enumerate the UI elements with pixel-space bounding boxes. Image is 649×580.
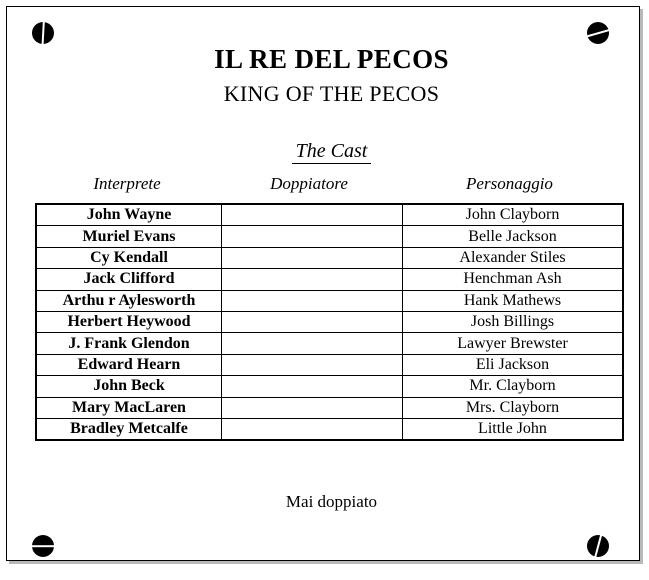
cell-actor: J. Frank Glendon [35, 332, 222, 355]
cast-section-heading-text: The Cast [291, 140, 372, 164]
screw-slot [594, 534, 602, 558]
cast-table-body: John Wayne John Clayborn Muriel Evans Belle… [35, 203, 624, 441]
cell-character: Lawyer Brewster [402, 332, 624, 355]
table-row: John Beck Mr. Clayborn [35, 375, 624, 398]
cell-voice [221, 310, 403, 334]
cell-character: Mr. Clayborn [402, 375, 624, 398]
cell-actor: Mary MacLaren [35, 396, 222, 419]
title-block: IL RE DEL PECOS KING OF THE PECOS [7, 44, 649, 106]
cell-voice [221, 268, 403, 291]
screw-icon-top-left [32, 21, 54, 45]
table-row: J. Frank Glendon Lawyer Brewster [35, 332, 624, 355]
table-row: Jack Clifford Henchman Ash [35, 268, 624, 291]
cell-character: Mrs. Clayborn [402, 396, 624, 419]
cell-actor: Arthu r Aylesworth [35, 289, 222, 312]
table-column-headers: Interprete Doppiatore Personaggio [35, 174, 620, 194]
cell-voice [221, 225, 403, 248]
cell-character: Alexander Stiles [402, 246, 624, 270]
table-row: Edward Hearn Eli Jackson [35, 353, 624, 377]
screw-slot [31, 545, 55, 547]
cell-voice [221, 417, 403, 441]
document-page: IL RE DEL PECOS KING OF THE PECOS The Ca… [6, 6, 640, 561]
screw-icon-bottom-right [587, 534, 609, 558]
cell-character: John Clayborn [402, 203, 624, 227]
cell-character: Henchman Ash [402, 268, 624, 291]
cast-section-heading: The Cast [7, 140, 649, 164]
cell-voice [221, 289, 403, 312]
cell-character: Belle Jackson [402, 225, 624, 248]
cell-actor: Jack Clifford [35, 268, 222, 291]
table-row: Mary MacLaren Mrs. Clayborn [35, 396, 624, 419]
column-header-interprete: Interprete [93, 174, 161, 193]
table-row: Bradley Metcalfe Little John [35, 417, 624, 441]
table-row: John Wayne John Clayborn [35, 203, 624, 227]
cell-character: Josh Billings [402, 310, 624, 334]
page-title: IL RE DEL PECOS [214, 44, 449, 74]
page-subtitle: KING OF THE PECOS [223, 80, 440, 106]
cell-character: Hank Mathews [402, 289, 624, 312]
cell-voice [221, 353, 403, 377]
table-row: Herbert Heywood Josh Billings [35, 310, 624, 334]
cell-actor: Herbert Heywood [35, 310, 222, 334]
cell-character: Eli Jackson [402, 353, 624, 377]
table-row: Cy Kendall Alexander Stiles [35, 246, 624, 270]
cell-actor: John Beck [35, 375, 222, 398]
cell-actor: John Wayne [35, 203, 222, 227]
screw-slot [586, 29, 610, 37]
column-header-doppiatore: Doppiatore [270, 174, 348, 193]
cast-table: John Wayne John Clayborn Muriel Evans Belle… [35, 203, 624, 442]
cell-voice [221, 246, 403, 270]
cell-actor: Muriel Evans [35, 225, 222, 248]
screw-icon-top-right [586, 22, 610, 44]
cell-voice [221, 375, 403, 398]
cell-actor: Edward Hearn [35, 353, 222, 377]
table-row: Muriel Evans Belle Jackson [35, 225, 624, 248]
screw-icon-bottom-left [31, 535, 55, 557]
cell-character: Little John [402, 417, 624, 441]
cell-actor: Bradley Metcalfe [35, 417, 222, 441]
screw-slot [41, 21, 45, 45]
footer-note: Mai doppiato [285, 492, 378, 511]
table-row: Arthu r Aylesworth Hank Mathews [35, 289, 624, 312]
cell-voice [221, 332, 403, 355]
cell-actor: Cy Kendall [35, 246, 222, 270]
column-header-personaggio: Personaggio [466, 174, 553, 193]
cell-voice [221, 396, 403, 419]
cell-voice [221, 203, 403, 227]
